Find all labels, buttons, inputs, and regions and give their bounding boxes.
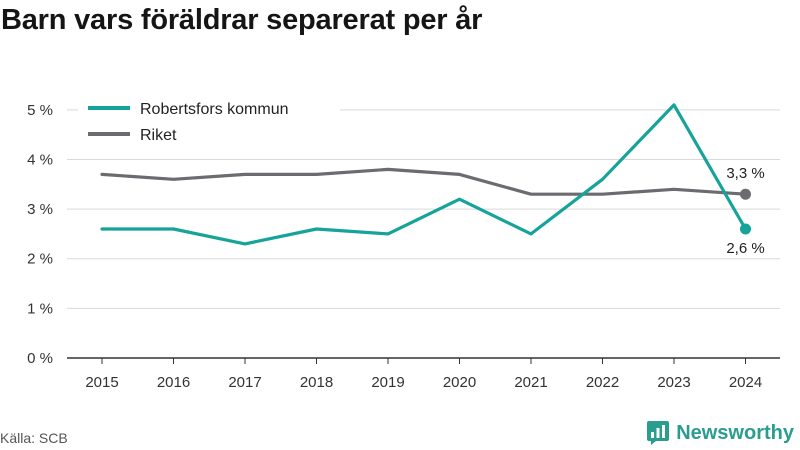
legend-label: Robertsfors kommun — [140, 101, 289, 118]
x-tick-label: 2024 — [729, 374, 762, 391]
end-label-riket: 3,3 % — [726, 165, 764, 182]
bar-chart-logo-icon — [647, 421, 670, 445]
y-tick-label: 2 % — [27, 251, 53, 268]
series-end-point — [740, 188, 751, 200]
series-lines — [100, 103, 751, 246]
series-line-riket — [100, 167, 748, 196]
y-tick-label: 1 % — [27, 300, 53, 317]
x-tick-label: 2019 — [371, 374, 404, 391]
y-tick-label: 5 % — [27, 102, 53, 119]
x-tick-label: 2022 — [586, 374, 619, 391]
legend: Robertsfors kommun Riket — [78, 93, 340, 151]
x-tick-label: 2015 — [85, 374, 118, 391]
brand-name: Newsworthy — [676, 421, 794, 444]
end-label-robertsfors: 2,6 % — [726, 240, 764, 257]
legend-background — [78, 93, 340, 151]
end-labels: 3,3 % 2,6 % — [726, 165, 764, 257]
x-tick-label: 2023 — [657, 374, 690, 391]
series-line-robertsfors — [100, 103, 748, 246]
y-axis-ticks: 0 % 1 % 2 % 3 % 4 % 5 % — [27, 102, 53, 367]
legend-label: Riket — [140, 127, 177, 144]
source-note: Källa: SCB — [0, 430, 68, 446]
x-tick-label: 2021 — [514, 374, 547, 391]
line-chart: 0 %1 %2 %3 %4 %5 % 2015 2016 2017 2018 2019 2… — [27, 93, 780, 391]
y-tick-label: 0 % — [27, 350, 53, 367]
series-end-point — [740, 223, 751, 235]
x-tick-label: 2020 — [443, 374, 476, 391]
x-tick-label: 2016 — [157, 374, 190, 391]
chart-title: Barn vars föräldrar separerat per år — [1, 4, 483, 36]
y-tick-label: 3 % — [27, 201, 53, 218]
x-axis-ticks: 2015 2016 2017 2018 2019 2020 2021 2022 2023 2024 — [85, 358, 762, 391]
x-tick-label: 2018 — [300, 374, 333, 391]
x-tick-label: 2017 — [228, 374, 261, 391]
brand-logo: Newsworthy — [646, 420, 794, 446]
y-tick-label: 4 % — [27, 151, 53, 168]
grid-lines — [67, 109, 780, 309]
